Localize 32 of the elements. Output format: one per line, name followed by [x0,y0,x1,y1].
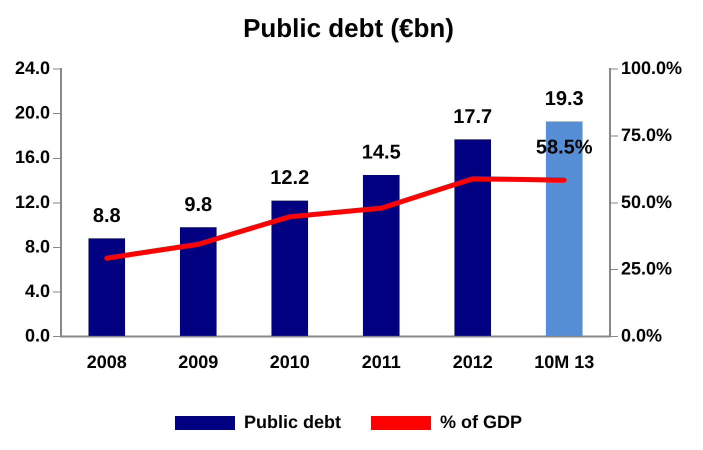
x-tick-label: 2012 [452,352,493,372]
y-tick-label: 4.0 [25,280,50,301]
y-tick-label: 16.0 [14,147,50,168]
data-label: 9.8 [184,194,212,216]
y-tick-label: 20.0 [14,102,50,123]
y2-tick-label: 50.0% [620,192,672,212]
y2-tick-label: 75.0% [620,124,672,145]
legend-label: % of GDP [440,412,522,432]
y-tick-label: 0.0 [25,325,50,346]
data-label: 17.7 [453,106,492,128]
x-tick-label: 2011 [362,352,401,372]
x-tick-label: 2010 [270,352,310,372]
bar [271,200,308,336]
data-label: 14.5 [362,141,401,164]
y2-tick-label: 100.0% [620,58,682,78]
legend-label: Public debt [244,412,342,432]
data-label: 19.3 [544,88,584,110]
bar [362,174,400,336]
data-label: 8.8 [92,204,121,227]
x-tick-label: 10M 13 [534,352,594,372]
y-tick-label: 12.0 [14,192,50,212]
bar [454,139,492,336]
chart-title: Public debt (€bn) [243,12,454,43]
bar [180,227,217,336]
y2-tick-label: 25.0% [620,258,672,279]
bar [88,238,126,336]
x-tick-label: 2008 [86,352,127,372]
y-tick-label: 24.0 [14,58,50,78]
data-label: 12.2 [270,167,310,190]
y-tick-label: 8.0 [25,236,50,256]
x-tick-label: 2009 [178,352,218,372]
y2-tick-label: 0.0% [620,325,662,346]
